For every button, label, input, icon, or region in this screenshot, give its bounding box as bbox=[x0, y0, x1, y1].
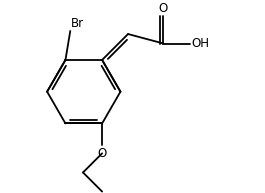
Text: O: O bbox=[98, 147, 107, 160]
Text: OH: OH bbox=[191, 37, 209, 50]
Text: Br: Br bbox=[71, 17, 84, 30]
Text: O: O bbox=[159, 2, 168, 14]
